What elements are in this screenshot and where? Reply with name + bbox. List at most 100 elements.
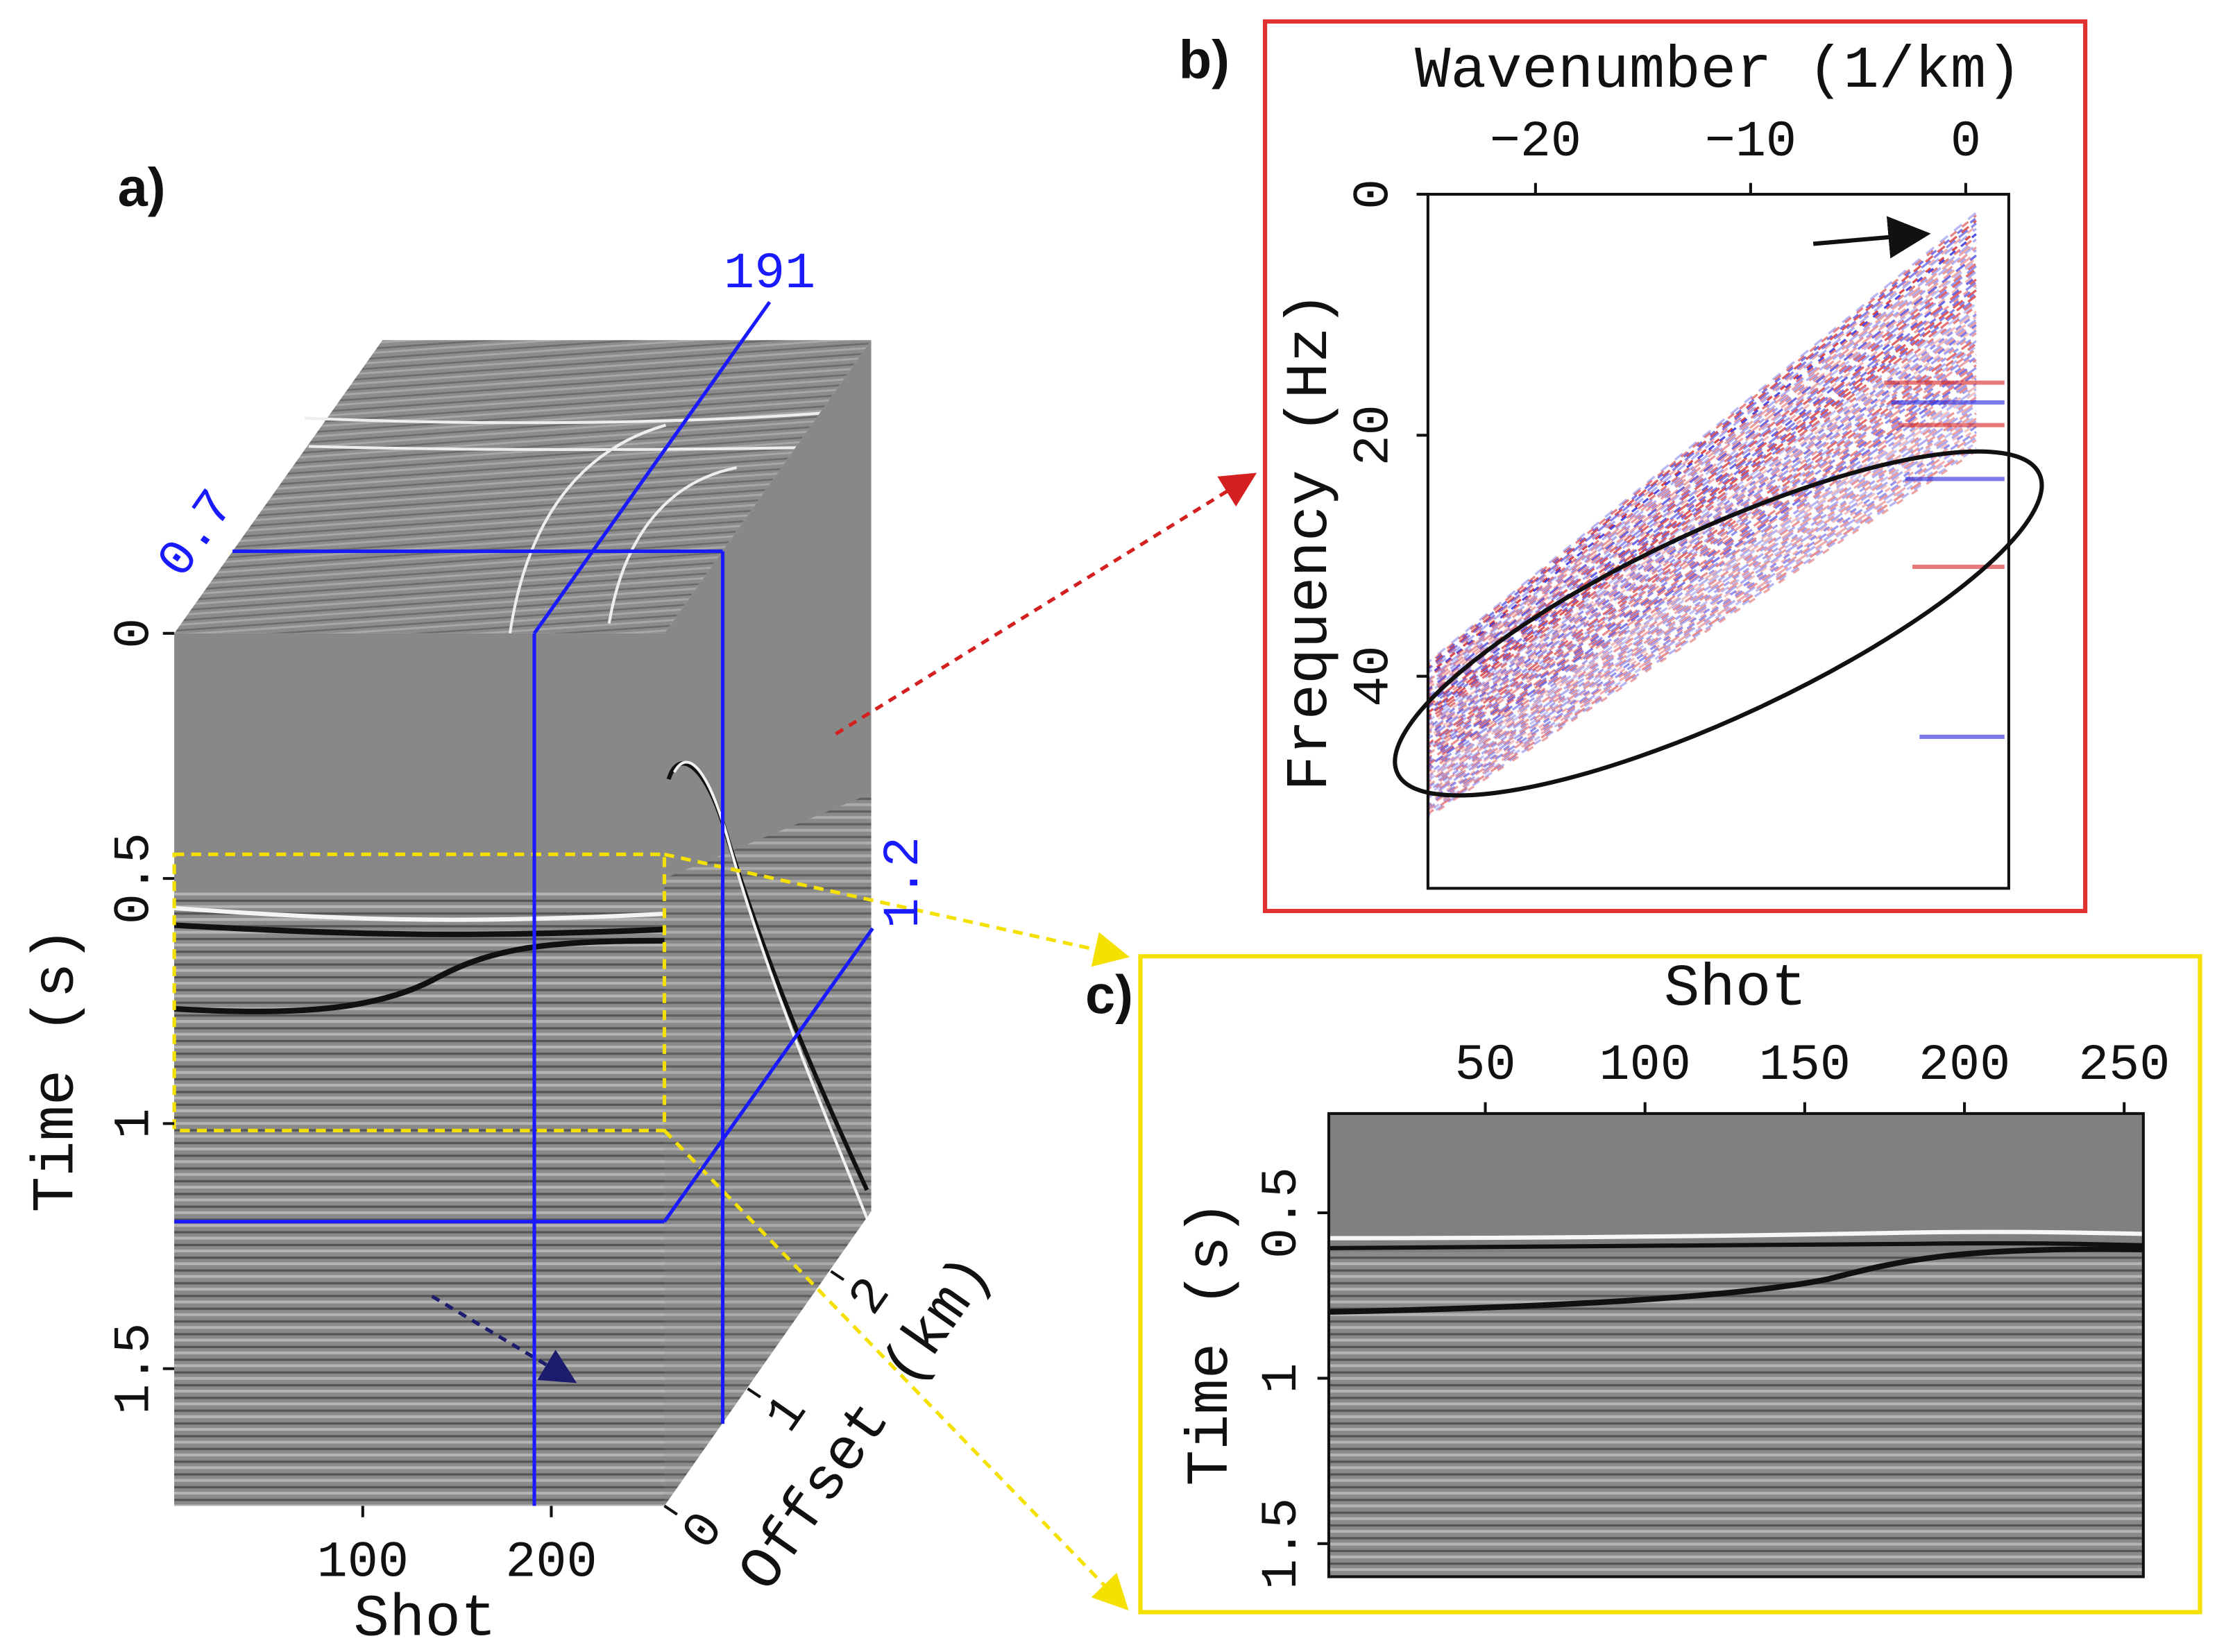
spectrum-stripe [1427, 241, 1977, 683]
spectrum-stripe [1427, 343, 1977, 749]
x-tick-label: 100 [1599, 1037, 1691, 1095]
spectrum-stripe [1427, 412, 1977, 794]
spectrum-stripe [1427, 346, 1977, 751]
spectrum-stripe [1427, 297, 1977, 720]
tick-mark [830, 1270, 845, 1281]
front-texture [174, 889, 665, 1506]
reflection [173, 905, 665, 922]
top-texture [304, 409, 858, 634]
y-tick-label: 1 [106, 1108, 164, 1139]
y-tick-label: 0 [106, 618, 164, 649]
x-tick-label: 100 [317, 1535, 409, 1592]
z-tick-label: 1 [756, 1386, 820, 1444]
spectrum-stripe [1427, 287, 1977, 713]
x-axis-label: Wavenumber (1/km) [1415, 37, 2022, 105]
spectrum-stripe [1427, 407, 1977, 791]
spectrum-stripe [1427, 380, 1977, 774]
spectrum-stripe [1427, 278, 1977, 708]
spectrum-stripe [1427, 273, 1977, 704]
spectrum-stripe [1427, 316, 1977, 732]
x-tick-label: 150 [1759, 1037, 1851, 1095]
spectrum-stripe [1427, 252, 1977, 690]
section-border [1327, 1112, 2145, 1578]
reflection [1328, 1241, 2143, 1250]
x-tick-label: −10 [1705, 114, 1796, 171]
spectrum-stripe [1427, 332, 1977, 742]
y-tick-label: 40 [1346, 646, 1404, 707]
spectrum-stripe [1427, 431, 1977, 807]
spectrum-stripe [1427, 262, 1977, 697]
spectrum-stripe [1427, 391, 1977, 781]
panel-label: c) [1085, 965, 1133, 1025]
spectrum-stripe [1427, 420, 1977, 800]
y-axis-label: Time (s) [1178, 1200, 1245, 1486]
x-tick-label: 50 [1454, 1037, 1515, 1095]
spectrum-stripe [1427, 447, 1977, 817]
spectrum-area [1427, 194, 2009, 889]
spectrum-stripe [1427, 450, 1977, 819]
reflection [1328, 1246, 2143, 1315]
spectrum-stripe [1427, 353, 1977, 756]
spectrum-stripe [1427, 364, 1977, 763]
top-face [174, 340, 872, 633]
spectrum-stripe [1427, 324, 1977, 738]
x-tick-label: 250 [2078, 1037, 2170, 1095]
spectrum-stripe [1427, 334, 1977, 744]
spectrum-stripe [1427, 418, 1977, 798]
spectrum-stripe [1427, 265, 1977, 699]
event-arrow [431, 1295, 577, 1383]
spectrum-stripe [1427, 321, 1977, 735]
y-tick-label: 1.5 [1254, 1498, 1311, 1590]
spectrum-stripe [1427, 228, 1977, 674]
x-axis-label: Shot [354, 1585, 497, 1652]
zoom-arrow [663, 1129, 1129, 1611]
panel-c-frame [1138, 954, 2202, 1615]
spectrum-texture [1427, 212, 2005, 819]
y-axis-label: Time (s) [23, 927, 90, 1213]
spectrum-stripe [1427, 337, 1977, 746]
x-tick-label: 0 [1951, 114, 1981, 171]
spectrum-stripe [1427, 441, 1977, 814]
spectrum-stripe [1427, 254, 1977, 692]
zoom-arrow [663, 852, 1130, 967]
spectrum-stripe [1427, 438, 1977, 812]
right-texture [664, 793, 872, 1506]
apex-arrow [1812, 216, 1931, 259]
spectrum-stripe [1427, 423, 1977, 801]
right-event [672, 760, 869, 1219]
z-tick-label: 2 [839, 1268, 903, 1327]
spectrum-stripe [1427, 249, 1977, 688]
spectrum-stripe [1427, 385, 1977, 777]
spectrum-stripe [1427, 393, 1977, 783]
panel-label: b) [1179, 31, 1230, 90]
y-tick-label: 0.5 [106, 833, 164, 924]
spectrum-stripe [1427, 409, 1977, 793]
spectrum-stripe [1427, 294, 1977, 718]
spectrum-stripe [1427, 310, 1977, 729]
x-tick-label: 200 [1919, 1037, 2010, 1095]
slice-label: 191 [724, 246, 815, 303]
reflection [173, 922, 665, 937]
z-tick-label: 0 [672, 1503, 737, 1561]
spectrum-stripe [1427, 375, 1977, 770]
x-axis-label: Shot [1664, 955, 1807, 1023]
spectrum-stripe [1427, 284, 1977, 711]
spectrum-stripe [1427, 305, 1977, 725]
reflection [1328, 1229, 2143, 1241]
spectrum-stripe [1427, 275, 1977, 706]
spectrum-stripe [1427, 238, 1977, 681]
spectrum-stripe [1427, 291, 1977, 717]
x-tick-label: 200 [505, 1535, 597, 1592]
spectrum-stripe [1427, 300, 1977, 722]
y-tick-label: 1.5 [106, 1322, 164, 1414]
spectrum-stripe [1427, 404, 1977, 790]
spectrum-stripe [1427, 401, 1977, 787]
spectrum-stripe [1427, 382, 1977, 776]
spectrum-stripe [1427, 225, 1977, 673]
spectrum-stripe [1427, 434, 1977, 808]
zoom-box [172, 852, 667, 1132]
panel-label: a) [118, 157, 166, 217]
x-tick-label: −20 [1490, 114, 1581, 171]
